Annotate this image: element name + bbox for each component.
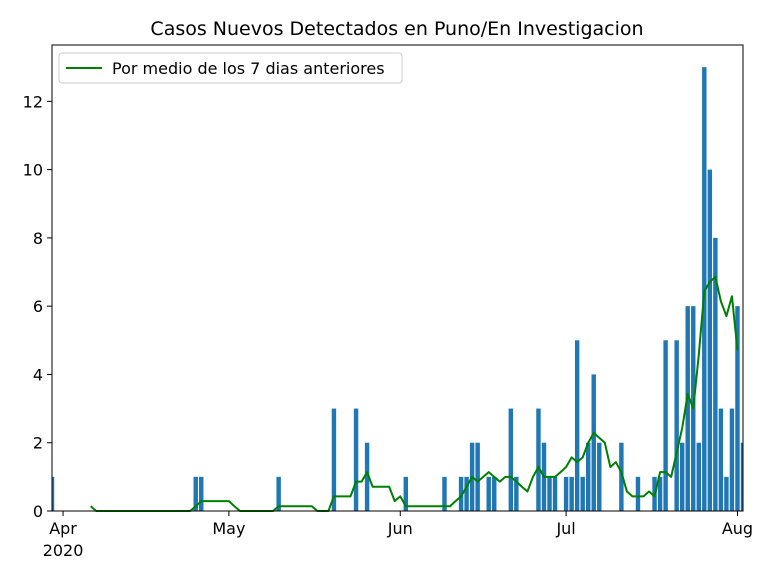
x-tick-year-label: 2020 <box>43 541 84 560</box>
bar-2020-05-26 <box>364 442 370 511</box>
legend: Por medio de los 7 dias anteriores <box>58 52 403 84</box>
bar-2020-07-01 <box>563 476 569 511</box>
bar-2020-07-25 <box>696 442 701 511</box>
bar-2020-07-31 <box>729 408 735 511</box>
bar-2020-06-02 <box>403 476 408 511</box>
y-tick-label: 6 <box>33 297 43 316</box>
bar-2020-07-30 <box>724 476 729 511</box>
bar-2020-07-05 <box>586 442 591 511</box>
bar-2020-05-10 <box>276 476 281 511</box>
bar-2020-04-26 <box>199 476 204 511</box>
moving-average-line <box>90 275 739 512</box>
bar-2020-07-18 <box>657 476 663 511</box>
bar-2020-04-25 <box>193 476 198 511</box>
bar-2020-07-19 <box>663 340 668 511</box>
bar-2020-07-22 <box>679 442 685 511</box>
bars-group <box>52 67 743 512</box>
bar-2020-08-01 <box>735 306 740 511</box>
bar-2020-06-28 <box>547 476 552 511</box>
x-axis: Apr 2020 May Jun Jul Aug <box>43 511 753 560</box>
bar-2020-06-13 <box>464 476 469 511</box>
bar-2020-07-27 <box>707 169 713 512</box>
y-tick-label: 12 <box>23 92 43 111</box>
x-tick-label: Apr <box>49 519 77 538</box>
bar-2020-05-20 <box>331 408 337 511</box>
bar-2020-07-23 <box>685 306 690 511</box>
bar-2020-07-11 <box>619 442 624 511</box>
bar-2020-06-21 <box>508 408 514 511</box>
bar-2020-07-06 <box>591 374 596 511</box>
bar-2020-06-26 <box>536 408 541 511</box>
bar-2020-03-30 <box>52 476 55 511</box>
moving-average-layer <box>90 275 739 512</box>
bar-2020-07-28 <box>713 237 718 511</box>
plot-frame <box>51 44 744 512</box>
x-tick-label: May <box>212 519 245 538</box>
bar-2020-06-12 <box>458 476 464 511</box>
bar-2020-07-21 <box>674 340 679 511</box>
bar-2020-07-02 <box>569 476 574 511</box>
y-tick-label: 2 <box>33 434 43 453</box>
bar-2020-06-29 <box>552 476 558 511</box>
bar-2020-06-18 <box>492 476 497 511</box>
bar-2020-06-15 <box>475 442 480 511</box>
bar-2020-07-07 <box>597 442 602 511</box>
y-tick-label: 0 <box>33 502 43 521</box>
bar-2020-07-04 <box>580 476 585 511</box>
bar-2020-06-22 <box>514 476 519 511</box>
bar-2020-05-24 <box>353 408 359 511</box>
chart-title: Casos Nuevos Detectados en Puno/En Inves… <box>150 18 643 40</box>
y-axis: 0 2 4 6 8 10 12 <box>23 92 52 521</box>
x-tick-label: Jun <box>387 519 413 538</box>
bar-2020-07-29 <box>718 408 724 511</box>
y-tick-label: 4 <box>33 365 43 384</box>
y-tick-label: 8 <box>33 229 43 248</box>
bar-2020-07-26 <box>702 67 707 511</box>
legend-box <box>58 52 403 84</box>
x-tick-label: Aug <box>722 519 753 538</box>
bar-2020-06-17 <box>486 476 491 511</box>
y-tick-label: 10 <box>23 161 43 180</box>
bar-2020-07-03 <box>574 340 580 511</box>
legend-label: Por medio de los 7 dias anteriores <box>112 59 385 78</box>
x-tick-label: Jul <box>555 519 575 538</box>
bar-2020-08-02 <box>740 442 743 511</box>
bar-2020-06-09 <box>442 476 447 511</box>
bar-2020-07-14 <box>635 476 641 511</box>
